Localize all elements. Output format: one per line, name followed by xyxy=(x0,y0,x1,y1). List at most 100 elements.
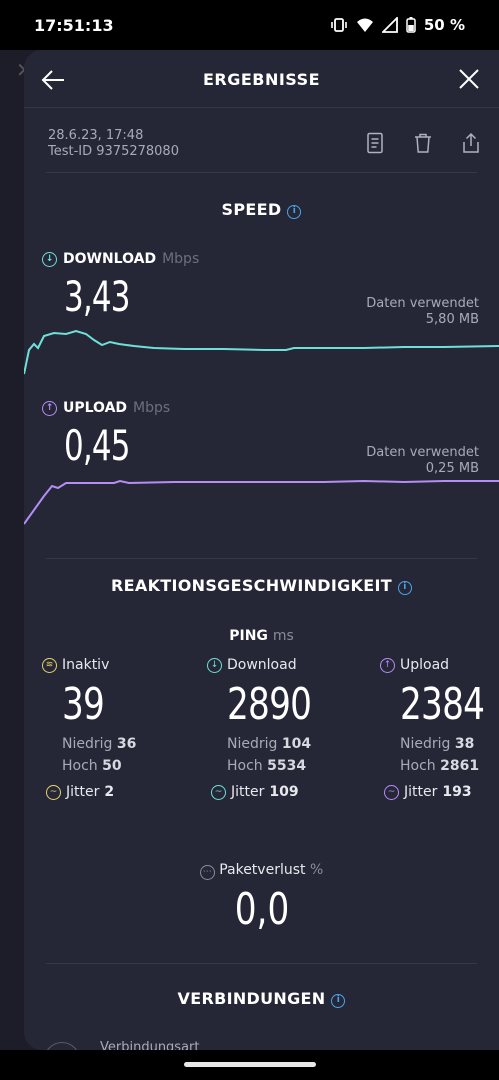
upload-graph xyxy=(24,479,499,525)
trash-icon[interactable] xyxy=(413,132,433,154)
test-date: 28.6.23, 17:48 xyxy=(48,128,144,143)
ping-upload-low: Niedrig 38 xyxy=(400,736,499,752)
battery-icon xyxy=(406,17,416,33)
high-value: 5534 xyxy=(267,758,307,774)
ping-download-column: ↓ Download 2890 Niedrig 104 Hoch 5534 ~ … xyxy=(207,657,347,800)
low-value: 104 xyxy=(281,736,312,752)
reaction-title: REAKTIONSGESCHWINDIGKEIT xyxy=(111,576,392,595)
status-bar: 17:51:13 50 % xyxy=(0,0,499,50)
close-icon[interactable] xyxy=(457,67,481,91)
upload-data-value: 0,25 MB xyxy=(425,461,479,476)
upload-arrow-icon: ↑ xyxy=(380,657,395,673)
reaction-section-title: REAKTIONSGESCHWINDIGKEIT i xyxy=(24,576,499,595)
wifi-icon xyxy=(356,18,373,32)
packet-loss: ⋯ Paketverlust % 0,0 xyxy=(24,862,499,935)
upload-label: ↑ UPLOAD Mbps xyxy=(42,400,170,416)
page-title: ERGEBNISSE xyxy=(202,70,321,89)
status-icons: 50 % xyxy=(330,16,465,34)
idle-icon: ≋ xyxy=(42,657,57,673)
download-graph xyxy=(24,329,499,375)
download-title: DOWNLOAD xyxy=(63,251,157,267)
ping-unit: ms xyxy=(272,628,294,644)
packet-loss-value: 0,0 xyxy=(234,884,289,935)
connections-info-icon[interactable]: i xyxy=(331,994,346,1008)
packet-loss-label: Paketverlust xyxy=(219,862,306,878)
reaction-info-icon[interactable]: i xyxy=(397,581,412,595)
home-gesture-handle[interactable] xyxy=(184,1062,316,1067)
low-label: Niedrig xyxy=(227,736,278,752)
results-sheet: ERGEBNISSE 28.6.23, 17:48 Test-ID 937527… xyxy=(24,50,499,1050)
ping-title: PING ms xyxy=(24,628,499,644)
download-arrow-icon: ↓ xyxy=(207,657,222,673)
jitter-icon: ~ xyxy=(384,784,399,800)
test-id: Test-ID 9375278080 xyxy=(48,144,179,159)
ping-download-jitter: ~ Jitter 109 xyxy=(211,784,347,800)
high-label: Hoch xyxy=(227,758,263,774)
document-icon[interactable] xyxy=(365,132,385,154)
jitter-value: 2 xyxy=(104,784,115,800)
upload-data-label: Daten verwendet xyxy=(366,445,479,460)
packet-loss-head: ⋯ Paketverlust % xyxy=(24,862,499,880)
high-label: Hoch xyxy=(400,758,436,774)
divider xyxy=(46,963,477,964)
status-time: 17:51:13 xyxy=(34,15,114,35)
ping-upload-high: Hoch 2861 xyxy=(400,758,499,774)
ping-idle-high: Hoch 50 xyxy=(62,758,182,774)
header: ERGEBNISSE xyxy=(24,50,499,108)
ping-download-label: Download xyxy=(227,657,297,673)
connection-type-icon xyxy=(44,1042,80,1050)
ping-download-value: 2890 xyxy=(227,679,312,730)
back-arrow-icon[interactable] xyxy=(40,67,66,93)
signal-icon xyxy=(381,17,398,33)
packet-loss-icon: ⋯ xyxy=(199,865,215,880)
jitter-icon: ~ xyxy=(46,784,61,800)
download-arrow-icon: ↓ xyxy=(42,251,57,267)
ping-download-low: Niedrig 104 xyxy=(227,736,347,752)
jitter-icon: ~ xyxy=(211,784,226,800)
ping-idle-column: ≋ Inaktiv 39 Niedrig 36 Hoch 50 ~ Jitter… xyxy=(42,657,182,800)
ping-download-head: ↓ Download xyxy=(207,657,347,673)
upload-unit: Mbps xyxy=(133,400,171,416)
low-value: 36 xyxy=(116,736,137,752)
download-data-used: Daten verwendet 5,80 MB xyxy=(366,296,479,328)
upload-data-used: Daten verwendet 0,25 MB xyxy=(366,445,479,477)
download-data-value: 5,80 MB xyxy=(425,312,479,327)
share-icon[interactable] xyxy=(461,132,481,154)
jitter-value: 193 xyxy=(442,784,472,800)
battery-percent: 50 % xyxy=(423,16,465,34)
packet-loss-unit: % xyxy=(309,862,324,878)
result-actions xyxy=(365,132,481,154)
jitter-label: Jitter xyxy=(231,784,265,800)
high-value: 50 xyxy=(102,758,122,774)
ping-idle-label: Inaktiv xyxy=(62,657,110,673)
ping-label: PING xyxy=(229,628,268,644)
divider xyxy=(46,172,477,173)
speed-title: SPEED xyxy=(221,200,282,219)
ping-upload-value: 2384 xyxy=(400,679,485,730)
speed-info-icon[interactable]: i xyxy=(287,205,302,219)
navigation-bar xyxy=(0,1050,499,1080)
speed-section-title: SPEED i xyxy=(24,200,499,219)
low-value: 38 xyxy=(454,736,475,752)
upload-title: UPLOAD xyxy=(63,400,128,416)
ping-upload-head: ↑ Upload xyxy=(380,657,499,673)
download-value: 3,43 xyxy=(64,272,131,321)
jitter-value: 109 xyxy=(269,784,299,800)
low-label: Niedrig xyxy=(400,736,451,752)
connection-type-label: Verbindungsart xyxy=(100,1040,200,1050)
jitter-label: Jitter xyxy=(66,784,100,800)
connections-title: VERBINDUNGEN xyxy=(177,989,326,1008)
upload-arrow-icon: ↑ xyxy=(42,400,57,416)
low-label: Niedrig xyxy=(62,736,113,752)
ping-upload-jitter: ~ Jitter 193 xyxy=(384,784,499,800)
ping-idle-low: Niedrig 36 xyxy=(62,736,182,752)
download-data-label: Daten verwendet xyxy=(366,296,479,311)
upload-value: 0,45 xyxy=(64,421,131,470)
high-label: Hoch xyxy=(62,758,98,774)
test-meta: 28.6.23, 17:48 Test-ID 9375278080 xyxy=(48,128,179,160)
ping-idle-head: ≋ Inaktiv xyxy=(42,657,182,673)
ping-download-high: Hoch 5534 xyxy=(227,758,347,774)
download-label: ↓ DOWNLOAD Mbps xyxy=(42,251,199,267)
ping-upload-label: Upload xyxy=(400,657,450,673)
divider xyxy=(46,558,477,559)
